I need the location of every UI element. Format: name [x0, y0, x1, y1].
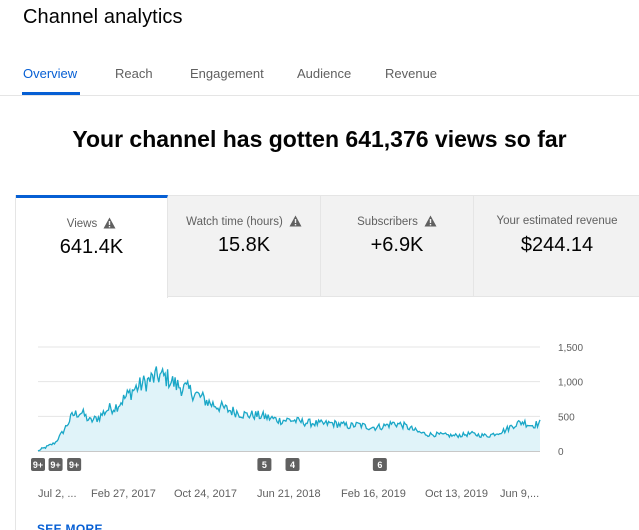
metric-tab-subscribers[interactable]: Subscribers +6.9K: [321, 196, 474, 297]
event-marker: [48, 458, 63, 471]
analytics-card: Views 641.4K Watch time (hours) 15.8K Su…: [15, 195, 639, 530]
event-marker: [285, 458, 300, 471]
warning-icon[interactable]: [424, 215, 437, 230]
x-tick-label: Jun 21, 2018: [257, 488, 321, 500]
y-tick-label: 0: [558, 447, 564, 458]
see-more-link[interactable]: SEE MORE: [37, 522, 103, 530]
tab-revenue[interactable]: Revenue: [385, 66, 438, 81]
tab-engagement[interactable]: Engagement: [190, 66, 264, 81]
metric-label-views: Views: [16, 217, 167, 232]
page-title: Channel analytics: [23, 6, 183, 28]
event-marker-label: 4: [290, 460, 295, 470]
views-headline: Your channel has gotten 641,376 views so…: [72, 126, 567, 152]
tab-overview[interactable]: Overview: [23, 66, 78, 81]
y-tick-label: 1,500: [558, 343, 583, 354]
event-marker-label: 9+: [33, 460, 43, 470]
metric-label-revenue: Your estimated revenue: [496, 215, 618, 227]
tab-audience[interactable]: Audience: [297, 66, 352, 81]
x-tick-label: Feb 16, 2019: [341, 488, 406, 500]
tab-bar: Overview Reach Engagement Audience Reven…: [0, 58, 639, 96]
metric-value-views: 641.4K: [59, 236, 124, 258]
metric-label-subscribers: Subscribers: [321, 215, 473, 230]
metric-tab-watch-time[interactable]: Watch time (hours) 15.8K: [168, 196, 321, 297]
y-tick-label: 1,000: [558, 378, 583, 389]
metric-label-text: Views: [66, 218, 98, 230]
warning-icon[interactable]: [289, 215, 302, 230]
y-tick-label: 500: [558, 412, 575, 423]
event-marker-label: 5: [262, 460, 267, 470]
metric-label-text: Watch time (hours): [186, 216, 283, 228]
tab-reach[interactable]: Reach: [115, 66, 153, 81]
metric-value-subscribers: +6.9K: [370, 234, 424, 256]
event-marker-label: 9+: [50, 460, 60, 470]
views-line: [37, 366, 541, 452]
views-area-fill: [38, 366, 540, 451]
metric-value-watch-time: 15.8K: [217, 234, 271, 256]
event-marker: [31, 458, 45, 471]
metric-value-revenue: $244.14: [520, 234, 594, 256]
event-marker: [372, 458, 387, 471]
x-tick-label: Oct 24, 2017: [174, 488, 237, 500]
event-marker-label: 9+: [69, 460, 79, 470]
active-tab-indicator: [22, 92, 80, 95]
x-tick-label: Feb 27, 2017: [91, 488, 156, 500]
x-tick-label: Jun 9,...: [500, 488, 539, 500]
metric-tab-revenue[interactable]: Your estimated revenue $244.14: [474, 196, 639, 297]
metric-label-text: Subscribers: [357, 216, 418, 228]
x-tick-label: Oct 13, 2019: [425, 488, 488, 500]
event-marker: [257, 458, 272, 471]
metric-label-watch-time: Watch time (hours): [168, 215, 320, 230]
event-marker: [67, 458, 82, 471]
warning-icon[interactable]: [103, 217, 116, 232]
metric-tab-views[interactable]: Views 641.4K: [16, 195, 168, 298]
x-tick-label: Jul 2, ...: [38, 488, 77, 500]
event-marker-label: 6: [377, 460, 382, 470]
